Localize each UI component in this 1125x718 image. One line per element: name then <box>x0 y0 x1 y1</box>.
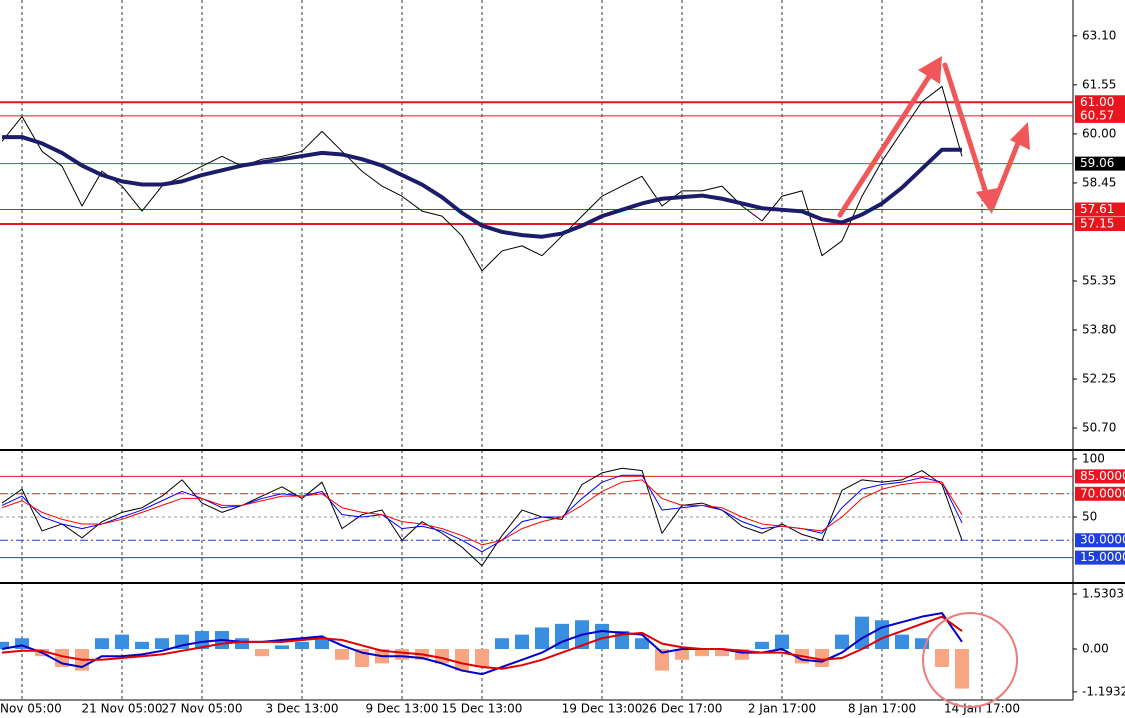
histogram-bar <box>655 649 669 671</box>
histogram-bar <box>95 638 109 650</box>
x-tick-label: 9 Dec 13:00 <box>365 702 438 716</box>
highlight-circle <box>922 612 1018 708</box>
level-label-box <box>1075 533 1125 548</box>
level-label-box <box>1075 469 1125 484</box>
histogram-bar <box>675 649 689 660</box>
histogram-bar <box>395 649 409 660</box>
series-line <box>1 615 963 670</box>
level-label-box <box>1075 95 1125 110</box>
annotations <box>837 56 1030 708</box>
y-tick-label: 50.70 <box>1082 421 1116 435</box>
histogram-bar <box>15 638 29 650</box>
y-tick-label: -1.1932 <box>1082 684 1125 698</box>
level-label-box <box>1075 156 1125 171</box>
x-tick-label: 14 Jan 17:00 <box>944 702 1020 716</box>
level-label: 57.61 <box>1080 202 1114 216</box>
y-tick-label: 100 <box>1082 451 1105 465</box>
y-tick-label: 1.5303 <box>1082 587 1124 601</box>
arrowhead <box>918 56 942 84</box>
x-tick-label: 21 Nov 05:00 <box>82 702 163 716</box>
histogram-bar <box>775 634 789 650</box>
arrow-down <box>942 62 990 199</box>
histogram-bar <box>695 649 709 657</box>
arrow-up <box>837 69 935 218</box>
y-tick-label: 50 <box>1082 510 1097 524</box>
histogram-bar <box>635 638 649 650</box>
histogram-bar <box>275 645 289 650</box>
y-tick-label: 60.00 <box>1082 126 1116 140</box>
y-tick-label: 0.00 <box>1082 642 1109 656</box>
level-label: 60.57 <box>1080 108 1114 122</box>
histogram-bar <box>155 638 169 650</box>
y-tick-label: 58.45 <box>1082 175 1116 189</box>
histogram-bar <box>475 649 489 667</box>
level-label: 85.0000 <box>1080 469 1125 483</box>
level-label-box <box>1075 550 1125 565</box>
x-tick-label: Nov 05:00 <box>0 702 62 716</box>
level-label: 70.0000 <box>1080 486 1125 500</box>
x-tick-label: 19 Dec 13:00 <box>562 702 643 716</box>
histogram-bar <box>855 616 869 650</box>
histogram-bar <box>595 623 609 650</box>
level-label-box <box>1075 486 1125 501</box>
y-tick-label: 52.25 <box>1082 372 1116 386</box>
arrow-up <box>989 135 1023 211</box>
histogram-bar <box>255 649 269 657</box>
level-label: 15.0000 <box>1080 550 1125 564</box>
histogram-bar <box>195 631 209 650</box>
histogram-bar <box>735 649 749 660</box>
arrowhead <box>1010 122 1030 150</box>
histogram-bar <box>315 638 329 650</box>
level-label: 57.15 <box>1080 217 1114 231</box>
level-label: 30.0000 <box>1080 533 1125 547</box>
histogram-bar <box>955 649 969 689</box>
histogram-bar <box>0 641 9 650</box>
y-tick-label: 63.10 <box>1082 28 1116 42</box>
histogram-bar <box>935 649 949 667</box>
x-tick-label: 2 Jan 17:00 <box>748 702 816 716</box>
histogram-bar <box>235 638 249 650</box>
histogram-bar <box>835 634 849 650</box>
y-tick-label: 53.80 <box>1082 323 1116 337</box>
histogram-bar <box>135 641 149 650</box>
x-tick-label: 27 Nov 05:00 <box>162 702 243 716</box>
histogram-bar <box>495 638 509 650</box>
y-tick-label: 61.55 <box>1082 77 1116 91</box>
x-tick-label: 15 Dec 13:00 <box>442 702 523 716</box>
histogram-bar <box>875 620 889 650</box>
series-line <box>1 467 963 567</box>
histogram-bar <box>815 649 829 667</box>
histogram-bar <box>515 634 529 650</box>
series-line <box>2 135 962 239</box>
level-label: 59.06 <box>1080 156 1114 170</box>
histogram-bar <box>335 649 349 660</box>
series-line <box>1 612 963 676</box>
histogram-bar <box>115 634 129 650</box>
histogram-bar <box>915 638 929 650</box>
histogram-bar <box>455 649 469 671</box>
histogram-bar <box>295 641 309 650</box>
x-tick-label: 26 Dec 17:00 <box>642 702 723 716</box>
histogram-bar <box>895 634 909 650</box>
x-tick-label: 8 Jan 17:00 <box>848 702 916 716</box>
series-line <box>1 479 963 546</box>
histogram-bar <box>715 649 729 657</box>
level-label-box <box>1075 108 1125 123</box>
histogram-bar <box>535 627 549 650</box>
y-tick-label: 55.35 <box>1082 273 1116 287</box>
level-label-box <box>1075 202 1125 217</box>
level-label: 61.00 <box>1080 95 1114 109</box>
level-label-box <box>1075 217 1125 232</box>
histogram-bar <box>755 641 769 650</box>
x-tick-label: 3 Dec 13:00 <box>265 702 338 716</box>
